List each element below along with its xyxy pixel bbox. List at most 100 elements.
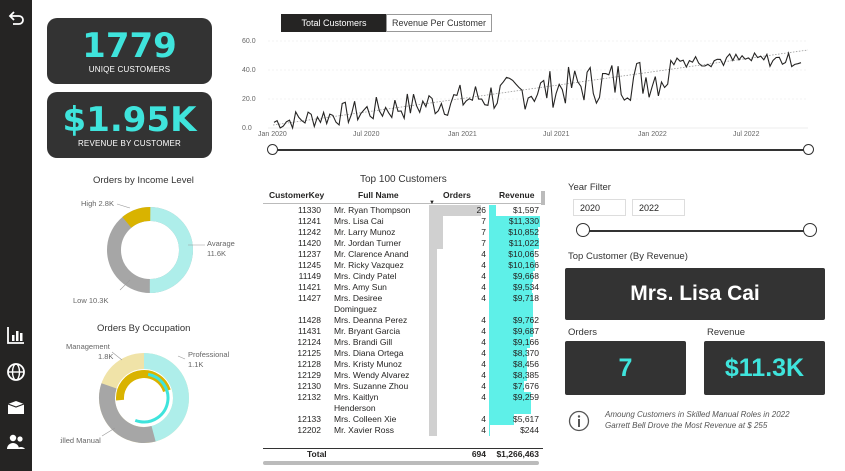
date-slider-track[interactable] [272, 149, 808, 151]
cell-fullname: Mrs. Suzanne Zhou [334, 381, 409, 391]
cell-customerkey: 11242 [297, 227, 321, 237]
table-row[interactable]: 12128 Mrs. Kristy Munoz 4 $8,456 [263, 359, 543, 370]
kpi-unique-customers: 1779 UNIQE CUSTOMERS [47, 18, 212, 84]
cell-fullname: Mrs. Amy Sun [334, 282, 387, 292]
table-row[interactable]: 12125 Mrs. Diana Ortega 4 $8,370 [263, 348, 543, 359]
y-tick-label: 40.0 [242, 67, 256, 74]
table-row[interactable]: 12132 Mrs. Kaitlyn Henderson 4 $9,259 [263, 392, 543, 414]
revenue-value: $11.3K [724, 354, 805, 382]
cell-orders: 4 [481, 370, 486, 380]
cell-revenue: $8,370 [513, 348, 539, 358]
orders-bar [429, 260, 437, 271]
table-row[interactable]: 12133 Mrs. Colleen Xie 4 $5,617 [263, 414, 543, 425]
table-row[interactable]: 11428 Mrs. Deanna Perez 4 $9,762 [263, 315, 543, 326]
year-slider-track[interactable] [583, 230, 811, 232]
date-slider-handle-start[interactable] [267, 144, 278, 155]
cell-orders: 7 [481, 216, 486, 226]
occupation-label-skilled-manual: Skilled Manual [60, 436, 101, 445]
table-row[interactable]: 11427 Mrs. Desiree Dominguez 4 $9,718 [263, 293, 543, 315]
income-label-high: High 2.8K [81, 199, 114, 208]
revenue-bar [489, 337, 531, 348]
header-orders[interactable]: Orders [443, 190, 471, 200]
cell-customerkey: 11421 [297, 282, 321, 292]
cell-fullname: Mrs. Diana Ortega [334, 348, 404, 358]
table-row[interactable]: 11420 Mr. Jordan Turner 7 $11,022 [263, 238, 543, 249]
revenue-bar [489, 425, 491, 436]
insight-line-2: Garrett Bell Drove the Most Revenue at $… [605, 421, 768, 430]
cell-revenue: $9,534 [513, 282, 539, 292]
date-slider-handle-end[interactable] [803, 144, 814, 155]
cell-fullname: Mrs. Deanna Perez [334, 315, 408, 325]
income-donut-chart: High 2.8K Avarage 11.6K Low 10.3K [73, 199, 235, 305]
header-customerkey[interactable]: CustomerKey [269, 190, 325, 200]
top-customer-name: Mrs. Lisa Cai [630, 282, 760, 305]
occupation-slice-management [116, 370, 172, 427]
table-row[interactable]: 11431 Mr. Bryant Garcia 4 $9,687 [263, 326, 543, 337]
table-row[interactable]: 11421 Mrs. Amy Sun 4 $9,534 [263, 282, 543, 293]
orders-bar [429, 326, 437, 337]
x-tick-label: Jul 2020 [353, 131, 380, 138]
cell-fullname: Mrs. Lisa Cai [334, 216, 384, 226]
globe-icon[interactable] [6, 362, 26, 382]
cell-orders: 4 [481, 392, 486, 402]
revenue-label: Revenue [707, 327, 746, 338]
year-slider-handle-end[interactable] [803, 223, 817, 237]
cell-customerkey: 12133 [297, 414, 321, 424]
table-row[interactable]: 12124 Mrs. Brandi Gill 4 $9,166 [263, 337, 543, 348]
cell-fullname: Mr. Bryant Garcia [334, 326, 401, 336]
table-row[interactable]: 11330 Mr. Ryan Thompson 26 $1,597 [263, 205, 543, 216]
cell-revenue: $8,385 [513, 370, 539, 380]
cell-revenue: $10,166 [508, 260, 539, 270]
revenue-bar [489, 348, 527, 359]
cell-revenue: $9,668 [513, 271, 539, 281]
x-tick-label: Jul 2022 [733, 131, 760, 138]
tab-revenue-per-customer[interactable]: Revenue Per Customer [386, 14, 492, 32]
tab-total-customers[interactable]: Total Customers [281, 14, 387, 32]
cell-orders: 4 [481, 271, 486, 281]
year-slider-handle-start[interactable] [576, 223, 590, 237]
back-arrow-icon[interactable] [6, 8, 26, 28]
revenue-bar [489, 249, 535, 260]
cell-orders: 26 [476, 205, 486, 215]
cell-customerkey: 11237 [297, 249, 321, 259]
occupation-chart-title: Orders By Occupation [97, 323, 191, 334]
kpi-revenue-value: $1.95K [62, 100, 197, 140]
box-icon[interactable] [6, 398, 26, 418]
cell-fullname: Mr. Jordan Turner [334, 238, 402, 248]
cell-customerkey: 12128 [297, 359, 321, 369]
year-filter-to-input[interactable]: 2022 [632, 199, 685, 216]
header-revenue[interactable]: Revenue [499, 190, 535, 200]
occupation-label-management: Management [66, 342, 111, 351]
table-row[interactable]: 12202 Mr. Xavier Ross 4 $244 [263, 425, 543, 436]
top-customers-table: CustomerKey Full Name Orders Revenue ▼ 1… [263, 189, 546, 465]
revenue-bar [489, 326, 533, 337]
x-tick-label: Jul 2021 [543, 131, 570, 138]
header-fullname[interactable]: Full Name [358, 190, 399, 200]
year-filter-from-input[interactable]: 2020 [573, 199, 626, 216]
cell-orders: 4 [481, 326, 486, 336]
top-customer-label: Top Customer (By Revenue) [568, 251, 688, 262]
cell-fullname: Mr. Ricky Vazquez [334, 260, 404, 270]
table-horizontal-scrollbar[interactable] [263, 461, 539, 465]
y-tick-label: 60.0 [242, 38, 256, 45]
bar-chart-icon[interactable] [6, 325, 26, 345]
table-vertical-scrollbar[interactable] [541, 191, 545, 205]
cell-revenue: $9,687 [513, 326, 539, 336]
cell-fullname: Mr. Xavier Ross [334, 425, 394, 435]
table-row[interactable]: 11237 Mr. Clarence Anand 4 $10,065 [263, 249, 543, 260]
people-icon[interactable] [6, 432, 26, 452]
table-row[interactable]: 12129 Mrs. Wendy Alvarez 4 $8,385 [263, 370, 543, 381]
table-row[interactable]: 11245 Mr. Ricky Vazquez 4 $10,166 [263, 260, 543, 271]
cell-revenue: $1,597 [513, 205, 539, 215]
top-customer-card: Mrs. Lisa Cai [565, 268, 825, 320]
info-icon [568, 410, 590, 432]
table-row[interactable]: 11241 Mrs. Lisa Cai 7 $11,330 [263, 216, 543, 227]
revenue-bar [489, 370, 527, 381]
cell-fullname: Mrs. Kaitlyn Henderson [334, 392, 379, 413]
occupation-label-professional: Professional [188, 350, 230, 359]
table-row[interactable]: 11149 Mrs. Cindy Patel 4 $9,668 [263, 271, 543, 282]
table-row[interactable]: 12130 Mrs. Suzanne Zhou 4 $7,676 [263, 381, 543, 392]
table-row[interactable]: 11242 Mr. Larry Munoz 7 $10,852 [263, 227, 543, 238]
orders-bar [429, 216, 443, 227]
x-tick-label: Jan 2020 [258, 131, 287, 138]
